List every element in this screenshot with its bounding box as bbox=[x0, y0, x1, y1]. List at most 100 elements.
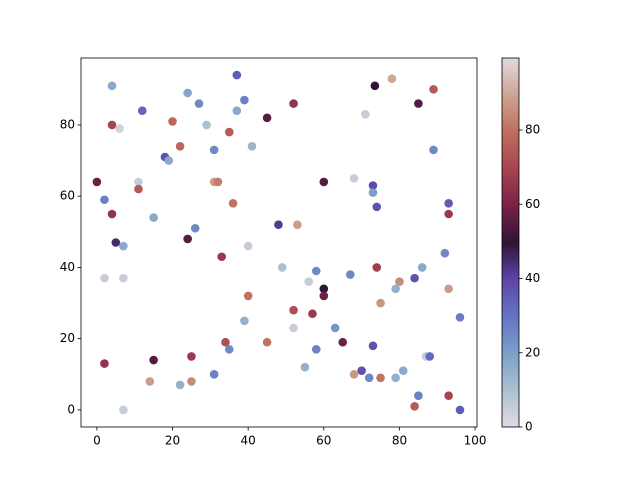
scatter-point bbox=[414, 391, 423, 400]
scatter-point bbox=[319, 291, 329, 301]
scatter-point bbox=[100, 273, 109, 283]
scatter-point bbox=[228, 199, 238, 208]
scatter-point bbox=[425, 352, 435, 361]
scatter-point bbox=[209, 145, 219, 155]
scatter-point bbox=[243, 291, 253, 301]
scatter-point bbox=[187, 377, 196, 386]
scatter-point bbox=[361, 109, 370, 119]
scatter-point bbox=[398, 366, 408, 376]
scatter-point bbox=[137, 106, 147, 116]
scatter-point bbox=[308, 309, 317, 319]
scatter-point bbox=[444, 284, 453, 294]
scatter-point bbox=[444, 199, 453, 208]
scatter-point bbox=[262, 337, 272, 347]
scatter-point bbox=[119, 273, 128, 283]
scatter-point bbox=[100, 195, 109, 205]
scatter-point bbox=[164, 156, 174, 165]
scatter-point bbox=[370, 81, 380, 91]
scatter-point bbox=[119, 241, 128, 251]
scatter-point bbox=[293, 220, 302, 229]
x-tick-label: 80 bbox=[392, 434, 407, 448]
scatter-point bbox=[119, 405, 128, 415]
scatter-point bbox=[194, 99, 204, 108]
scatter-point bbox=[387, 74, 397, 83]
scatter-point bbox=[357, 366, 366, 376]
scatter-point bbox=[277, 263, 287, 272]
scatter-point bbox=[319, 284, 329, 294]
scatter-point bbox=[224, 127, 234, 137]
scatter-point bbox=[391, 284, 400, 294]
scatter-point bbox=[187, 352, 196, 361]
scatter-point bbox=[175, 142, 185, 151]
scatter-point bbox=[221, 337, 230, 347]
scatter-point bbox=[190, 223, 200, 233]
scatter-point bbox=[232, 70, 242, 80]
scatter-point bbox=[217, 252, 226, 262]
x-tick-label: 0 bbox=[93, 434, 101, 448]
scatter-point bbox=[311, 266, 321, 276]
scatter-point bbox=[209, 369, 219, 379]
scatter-point bbox=[149, 355, 158, 365]
x-tick-label: 100 bbox=[464, 434, 487, 448]
scatter-point bbox=[262, 113, 272, 123]
scatter-point bbox=[311, 345, 321, 354]
scatter-point bbox=[92, 177, 102, 187]
scatter-point bbox=[202, 120, 211, 130]
x-tick-label: 60 bbox=[316, 434, 331, 448]
scatter-point bbox=[391, 373, 400, 383]
scatter-point bbox=[183, 234, 192, 244]
scatter-point bbox=[289, 99, 298, 108]
scatter-point bbox=[429, 85, 438, 94]
scatter-point bbox=[376, 373, 385, 383]
scatter-point bbox=[368, 181, 378, 190]
scatter-point bbox=[183, 88, 192, 98]
scatter-point bbox=[224, 345, 234, 354]
colorbar bbox=[501, 57, 520, 428]
colorbar-tick-label: 80 bbox=[525, 123, 540, 137]
scatter-point bbox=[455, 405, 465, 415]
scatter-point bbox=[330, 323, 340, 333]
plot-frame bbox=[80, 57, 478, 428]
scatter-point bbox=[364, 373, 374, 383]
scatter-point bbox=[149, 213, 158, 222]
x-tick-label: 40 bbox=[241, 434, 256, 448]
scatter-point bbox=[444, 391, 453, 400]
scatter-point bbox=[349, 174, 359, 183]
scatter-point bbox=[274, 220, 283, 229]
scatter-point bbox=[417, 263, 427, 272]
scatter-point bbox=[107, 81, 117, 91]
scatter-point bbox=[376, 298, 385, 308]
colorbar-tick-label: 0 bbox=[525, 420, 533, 434]
scatter-point bbox=[289, 323, 298, 333]
scatter-point bbox=[410, 402, 419, 411]
scatter-point bbox=[240, 316, 249, 326]
y-tick-label: 40 bbox=[60, 260, 75, 274]
scatter-point bbox=[111, 238, 121, 247]
scatter-point bbox=[300, 362, 310, 372]
colorbar-tick-label: 60 bbox=[525, 197, 540, 211]
scatter-point bbox=[372, 202, 382, 212]
scatter-point bbox=[145, 377, 155, 386]
scatter-point bbox=[168, 117, 177, 126]
scatter-point bbox=[243, 241, 253, 251]
scatter-point bbox=[240, 95, 249, 105]
scatter-point bbox=[349, 369, 359, 379]
scatter-point bbox=[414, 99, 423, 108]
scatter-point bbox=[304, 277, 313, 286]
scatter-point bbox=[368, 188, 378, 197]
y-tick-label: 60 bbox=[60, 189, 75, 203]
scatter-point bbox=[115, 124, 124, 133]
y-tick-label: 20 bbox=[60, 331, 75, 345]
colorbar-tick-label: 20 bbox=[525, 345, 540, 359]
scatter-point bbox=[134, 177, 143, 187]
scatter-point bbox=[372, 263, 382, 272]
scatter-point bbox=[345, 270, 355, 279]
scatter-point bbox=[395, 277, 404, 286]
scatter-point bbox=[440, 248, 450, 258]
scatter-point bbox=[455, 312, 465, 322]
scatter-point bbox=[175, 380, 185, 390]
scatter-point bbox=[368, 341, 378, 351]
scatter-point bbox=[213, 177, 223, 187]
scatter-point bbox=[247, 142, 257, 151]
